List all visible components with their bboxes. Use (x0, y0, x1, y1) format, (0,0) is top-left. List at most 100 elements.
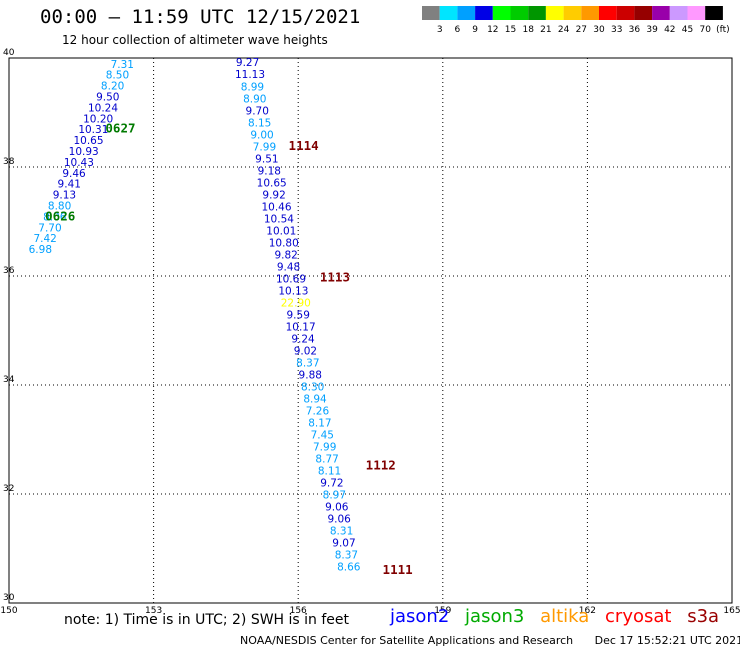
lat-tick-label: 40 (3, 48, 15, 58)
sat-legend-altika: altika (540, 606, 590, 627)
lon-tick-label: 156 (290, 606, 307, 616)
swh-value-label: 9.06 (327, 513, 351, 525)
lat-tick-label: 36 (3, 266, 15, 276)
color-scale-swatch (510, 6, 529, 20)
swh-value-label: 22.90 (281, 298, 311, 310)
swh-value-label: 10.65 (257, 178, 287, 190)
swh-value-label: 8.20 (101, 81, 124, 93)
swh-value-label: 8.94 (303, 393, 327, 405)
map-frame (8, 57, 733, 604)
swh-value-label: 10.17 (286, 322, 316, 334)
swh-value-label: 8.66 (337, 561, 361, 573)
swh-value-label: 10.13 (278, 286, 308, 298)
color-scale-label: 36 (629, 25, 641, 35)
pass-time-label: 0627 (105, 121, 135, 136)
swh-value-label: 8.80 (48, 201, 71, 213)
swh-value-label: 10.69 (276, 274, 306, 286)
swh-value-label: 9.41 (58, 179, 81, 191)
color-scale-swatch (528, 6, 546, 20)
color-scale-swatch (634, 6, 653, 20)
swh-value-label: 7.42 (33, 233, 56, 245)
color-scale-label: 18 (522, 25, 534, 35)
pass-time-label: 1111 (383, 562, 413, 577)
swh-value-label: 9.72 (320, 477, 343, 489)
color-scale-swatch (492, 6, 511, 20)
swh-value-label: 8.97 (323, 489, 346, 501)
color-scale-swatch (581, 6, 599, 20)
swh-value-label: 8.31 (330, 525, 353, 537)
swh-value-label: 9.02 (294, 345, 317, 357)
color-scale-label: 30 (593, 25, 605, 35)
color-scale-swatch (705, 6, 723, 20)
color-scale-swatch (563, 6, 582, 20)
sat-legend-jason3: jason3 (465, 606, 525, 627)
color-scale-swatch (457, 6, 476, 20)
swh-value-label: 9.27 (236, 57, 259, 69)
swh-value-label: 9.06 (325, 501, 349, 513)
sat-legend-cryosat: cryosat (605, 606, 672, 627)
swh-value-label: 7.70 (38, 222, 61, 234)
color-scale-swatch (687, 6, 706, 20)
swh-value-label: 10.54 (264, 214, 294, 226)
swh-value-label: 8.30 (301, 381, 324, 393)
sat-legend-jason2: jason2 (390, 606, 450, 627)
page-title: 00:00 – 11:59 UTC 12/15/2021 (40, 6, 361, 28)
color-scale-swatch (475, 6, 493, 20)
color-scale-label: 24 (558, 25, 570, 35)
swh-value-label: 10.20 (83, 113, 113, 125)
swh-value-label: 9.07 (332, 537, 355, 549)
lat-tick-label: 38 (3, 157, 15, 167)
swh-value-label: 8.17 (308, 417, 331, 429)
swh-value-label: 9.24 (291, 333, 315, 345)
swh-value-label: 9.88 (299, 369, 322, 381)
color-scale-swatch (652, 6, 670, 20)
swh-value-label: 7.99 (313, 441, 336, 453)
lon-tick-label: 153 (145, 606, 162, 616)
lon-tick-label: 159 (434, 606, 451, 616)
swh-value-label: 8.11 (318, 465, 341, 477)
swh-value-label: 9.92 (262, 190, 285, 202)
color-scale-label: (ft) (716, 25, 730, 35)
footnote: note: 1) Time is in UTC; 2) SWH is in fe… (64, 612, 350, 628)
footer-date: Dec 17 15:52:21 UTC 2021 (594, 634, 740, 647)
swh-value-label: 9.48 (277, 262, 300, 274)
color-scale-label: 21 (540, 25, 551, 35)
swh-value-label: 9.00 (250, 130, 273, 142)
swh-value-label: 10.80 (269, 238, 299, 250)
footer-credit: NOAA/NESDIS Center for Satellite Applica… (240, 634, 574, 647)
lon-tick-label: 162 (579, 606, 596, 616)
swh-value-label: 7.31 (111, 59, 134, 71)
swh-value-label: 7.99 (253, 142, 276, 154)
color-scale-swatch (616, 6, 635, 20)
color-scale: 3 6 9 12 15 18 21 24 27 30 33 36 39 42 45 70 (ft) (422, 6, 730, 35)
pass-time-label: 0626 (45, 208, 75, 223)
swh-value-label: 7.26 (306, 405, 330, 417)
swh-value-label: 10.43 (64, 157, 94, 169)
satellite-legend: jason2 jason3 altika cryosat s3a (390, 606, 729, 627)
swh-value-label: 8.50 (106, 70, 129, 82)
swh-value-label: 8.37 (335, 549, 358, 561)
pass-time-label: 1113 (320, 269, 350, 284)
swh-value-label: 9.46 (62, 168, 86, 180)
color-scale-label: 27 (576, 25, 587, 35)
swh-value-label: 8.99 (241, 82, 264, 94)
color-scale-swatch (669, 6, 688, 20)
color-scale-swatch (599, 6, 617, 20)
color-scale-label: 9 (472, 25, 478, 35)
swh-value-label: 8.15 (248, 118, 271, 130)
color-scale-label: 6 (455, 25, 461, 35)
lat-tick-label: 32 (3, 484, 14, 494)
pass-time-label: 1112 (366, 457, 396, 472)
color-scale-swatch (545, 6, 564, 20)
swh-value-label: 10.31 (78, 124, 108, 136)
lon-tick-label: 150 (0, 606, 17, 616)
footer: NOAA/NESDIS Center for Satellite Applica… (240, 634, 740, 647)
color-scale-label: 39 (646, 25, 658, 35)
swh-value-label: 10.46 (261, 202, 291, 214)
swh-value-label: 10.65 (73, 135, 103, 147)
lat-tick-label: 30 (3, 593, 15, 603)
swh-value-label: 9.50 (96, 92, 119, 104)
swh-value-label: 9.59 (287, 310, 310, 322)
